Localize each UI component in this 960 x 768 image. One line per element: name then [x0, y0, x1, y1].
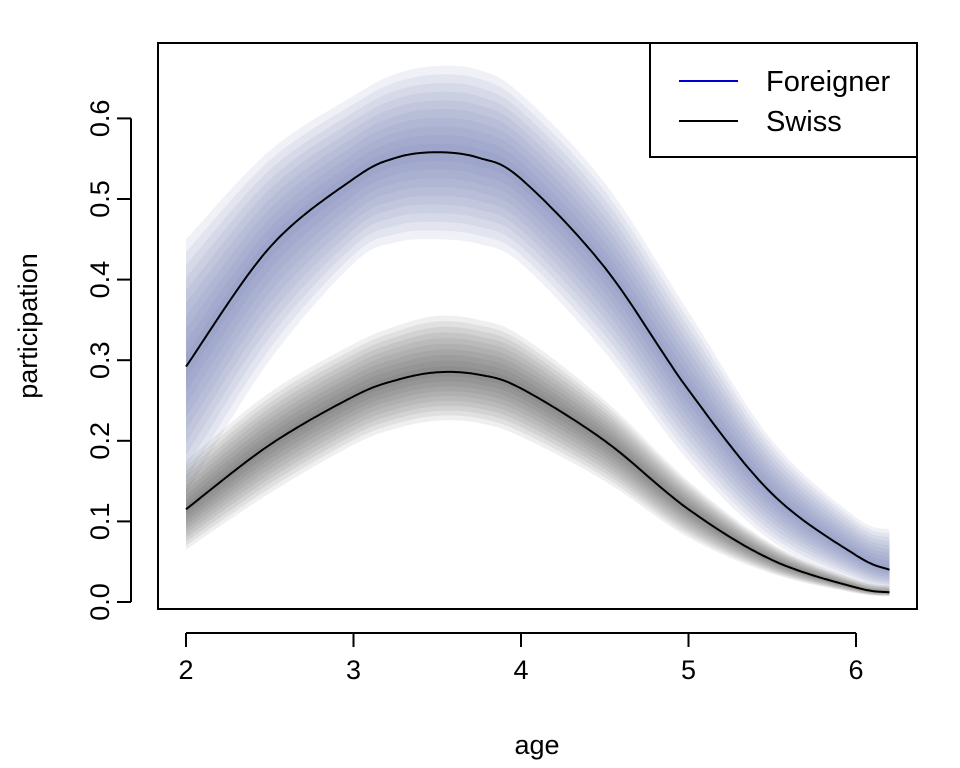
swiss-band-layer	[186, 349, 890, 594]
foreigner-band-layer	[186, 100, 890, 582]
x-tick-label: 5	[681, 655, 696, 685]
y-tick-label: 0.5	[85, 180, 115, 218]
swiss-band-layer	[186, 360, 890, 594]
series-lines	[185, 151, 890, 594]
x-tick-label: 4	[513, 655, 528, 685]
foreigner-line	[185, 151, 890, 571]
legend-box	[649, 42, 918, 158]
y-tick-label: 0.2	[85, 422, 115, 460]
x-axis: 2 3 4 5 6	[178, 632, 864, 685]
y-tick-label: 0.3	[85, 341, 115, 379]
swiss-band-layer	[186, 338, 890, 595]
legend-label: Swiss	[766, 106, 842, 138]
y-axis-title: participation	[13, 253, 43, 399]
foreigner-band-layer	[186, 83, 890, 586]
plot-frame	[157, 42, 918, 610]
foreigner-band-layer	[186, 143, 890, 572]
x-tick-label: 6	[848, 655, 863, 685]
foreigner-band-layer	[186, 91, 890, 584]
x-tick-label: 2	[178, 655, 193, 685]
x-tick-label: 3	[346, 655, 361, 685]
swiss-band-layer	[186, 343, 890, 595]
swiss-line	[185, 370, 890, 594]
y-axis: 0.0 0.1 0.2 0.3 0.4 0.5 0.6	[85, 100, 132, 621]
swiss-band-layer	[186, 332, 890, 596]
x-axis-title: age	[514, 730, 559, 760]
foreigner-band-layer	[186, 135, 890, 574]
y-tick-label: 0.0	[85, 583, 115, 621]
swiss-band-layer	[186, 326, 890, 596]
y-tick-label: 0.1	[85, 503, 115, 541]
foreigner-band-layer	[186, 65, 890, 590]
swiss-band-layer	[186, 355, 890, 594]
legend-label: Foreigner	[766, 66, 890, 98]
foreigner-band-layer	[186, 74, 890, 588]
y-tick-label: 0.4	[85, 261, 115, 299]
legend: Foreigner Swiss	[649, 42, 918, 158]
y-tick-label: 0.6	[85, 100, 115, 138]
